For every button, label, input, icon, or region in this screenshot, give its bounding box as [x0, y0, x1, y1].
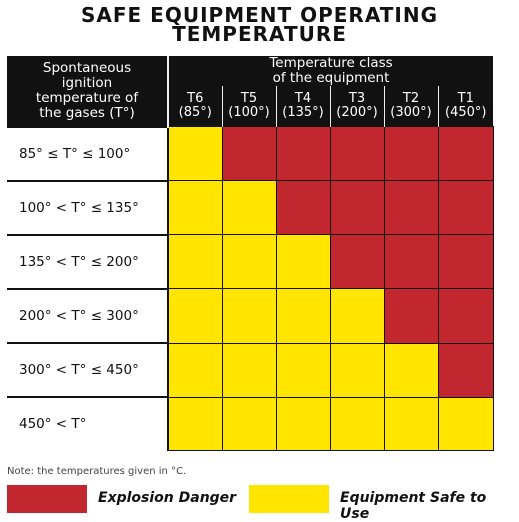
safe-cell	[221, 396, 277, 452]
class-code: T5	[240, 91, 258, 106]
safe-cell	[383, 342, 439, 398]
class-max-temp: (85°)	[178, 105, 212, 120]
safe-cell	[221, 342, 277, 398]
safe-cell	[221, 288, 277, 344]
table-row: 100° < T° ≤ 135°	[7, 179, 494, 236]
safe-cell	[167, 125, 223, 182]
column-header-t6: T6 (85°)	[168, 86, 222, 127]
class-code: T1	[457, 91, 474, 106]
safe-cell	[221, 234, 277, 290]
explosion-danger-cell	[329, 180, 385, 236]
class-code: T4	[294, 91, 312, 106]
safe-cell	[275, 342, 331, 398]
safe-cell	[167, 288, 223, 344]
class-code: T3	[348, 91, 366, 106]
explosion-danger-cell	[383, 288, 439, 344]
header-line: Spontaneous	[42, 59, 132, 76]
safe-cell	[167, 342, 223, 398]
page-title: SAFE EQUIPMENT OPERATING TEMPERATURE	[0, 3, 519, 46]
header-line: Temperature class	[269, 55, 393, 71]
class-max-temp: (300°)	[390, 105, 432, 120]
ignition-range-label: 300° < T° ≤ 450°	[7, 342, 169, 398]
explosion-danger-cell	[437, 125, 494, 182]
safe-cell	[383, 396, 439, 452]
temperature-unit-note: Note: the temperatures given in °C.	[7, 466, 187, 477]
ignition-temperature-header: Spontaneous ignition temperature of the …	[7, 56, 169, 127]
danger-legend-label: Explosion Danger	[98, 490, 237, 506]
column-header-t5: T5 (100°)	[221, 86, 276, 127]
class-max-temp: (135°)	[282, 105, 324, 120]
explosion-danger-cell	[437, 234, 494, 290]
column-header-t2: T2 (300°)	[383, 86, 438, 127]
column-header-t1: T1 (450°)	[437, 86, 494, 127]
safe-swatch	[249, 485, 329, 513]
table-row: 135° < T° ≤ 200°	[7, 233, 494, 290]
explosion-danger-cell	[329, 125, 385, 182]
safe-cell	[329, 288, 385, 344]
title-line-2: TEMPERATURE	[172, 22, 347, 46]
ignition-range-label: 135° < T° ≤ 200°	[7, 233, 169, 289]
safe-cell	[221, 180, 277, 236]
temperature-class-table: Spontaneous ignition temperature of the …	[7, 55, 494, 452]
table-row: 200° < T° ≤ 300°	[7, 287, 494, 344]
explosion-danger-cell	[275, 125, 331, 182]
explosion-danger-cell	[383, 234, 439, 290]
safe-cell	[167, 180, 223, 236]
safe-cell	[167, 396, 223, 452]
safe-cell	[275, 288, 331, 344]
explosion-danger-cell	[275, 180, 331, 236]
explosion-danger-cell	[437, 288, 494, 344]
safe-cell	[167, 234, 223, 290]
class-code: T6	[187, 91, 204, 106]
safe-legend-label: Equipment Safe to Use	[340, 490, 487, 522]
explosion-danger-cell	[383, 180, 439, 236]
table-row: 300° < T° ≤ 450°	[7, 342, 494, 398]
column-header-t3: T3 (200°)	[329, 86, 384, 127]
explosion-danger-cell	[383, 125, 439, 182]
danger-swatch	[7, 485, 87, 513]
title-line-1: SAFE EQUIPMENT OPERATING	[81, 3, 438, 27]
safe-cell	[329, 396, 385, 452]
class-code: T2	[402, 91, 420, 106]
safe-cell	[437, 396, 494, 452]
column-header-t4: T4 (135°)	[275, 86, 330, 127]
explosion-danger-cell	[329, 234, 385, 290]
header-line: ignition	[61, 74, 113, 91]
ignition-range-label: 450° < T°	[7, 396, 169, 451]
ignition-range-label: 100° < T° ≤ 135°	[7, 179, 169, 235]
header-line: temperature of	[35, 89, 139, 106]
safe-cell	[329, 342, 385, 398]
explosion-danger-cell	[221, 125, 277, 182]
table-row: 450° < T°	[7, 396, 494, 452]
ignition-range-label: 85° ≤ T° ≤ 100°	[7, 125, 169, 181]
safe-cell	[275, 396, 331, 452]
table-row: 85° ≤ T° ≤ 100°	[7, 125, 494, 182]
header-line: of the equipment	[272, 70, 390, 86]
header-line: the gases (T°)	[39, 104, 135, 121]
class-max-temp: (100°)	[228, 105, 270, 120]
temperature-class-header: Temperature class of the equipment	[168, 55, 494, 86]
explosion-danger-cell	[437, 180, 494, 236]
explosion-danger-cell	[437, 342, 494, 398]
class-max-temp: (450°)	[445, 105, 487, 120]
ignition-range-label: 200° < T° ≤ 300°	[7, 287, 169, 344]
class-max-temp: (200°)	[336, 105, 378, 120]
safe-cell	[275, 234, 331, 290]
